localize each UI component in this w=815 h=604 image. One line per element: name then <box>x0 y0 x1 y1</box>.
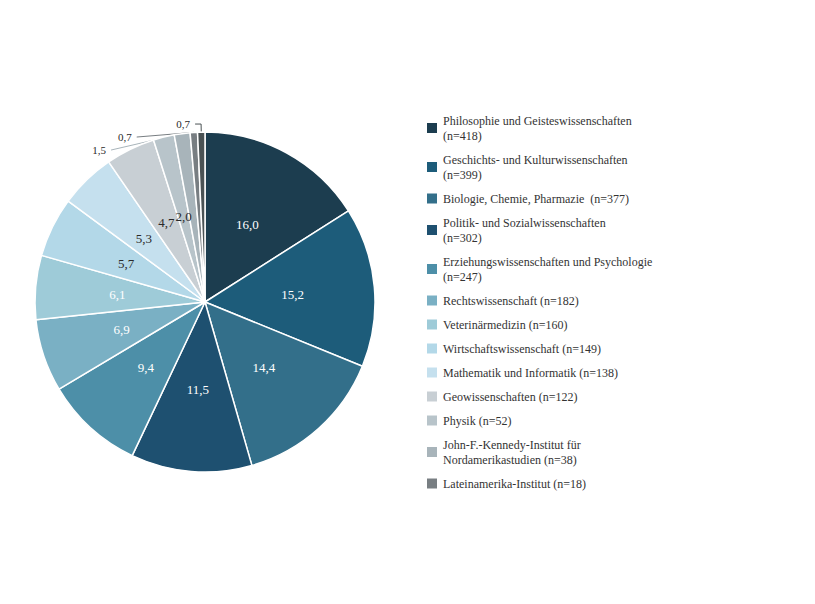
svg-text:11,5: 11,5 <box>187 382 209 397</box>
svg-text:Nordamerikastudien (n=38): Nordamerikastudien (n=38) <box>443 453 577 467</box>
svg-text:14,4: 14,4 <box>252 360 275 375</box>
svg-text:Biologie, Chemie, Pharmazie (: Biologie, Chemie, Pharmazie (n=377) <box>443 192 629 206</box>
svg-text:Geowissenschaften (n=122): Geowissenschaften (n=122) <box>443 390 577 404</box>
svg-text:(n=302): (n=302) <box>443 231 482 245</box>
svg-text:0,7: 0,7 <box>176 118 190 130</box>
svg-text:John-F.-Kennedy-Institut für: John-F.-Kennedy-Institut für <box>443 438 581 452</box>
svg-text:Veterinärmedizin (n=160): Veterinärmedizin (n=160) <box>443 318 567 332</box>
svg-text:Lateinamerika-Institut (n=18): Lateinamerika-Institut (n=18) <box>443 477 586 491</box>
svg-text:Philosophie und Geisteswissens: Philosophie und Geisteswissenschaften <box>443 114 632 128</box>
svg-text:9,4: 9,4 <box>138 360 155 375</box>
svg-text:2,0: 2,0 <box>176 209 192 224</box>
svg-text:(n=418): (n=418) <box>443 129 482 143</box>
svg-text:(n=399): (n=399) <box>443 168 482 182</box>
svg-text:16,0: 16,0 <box>236 217 259 232</box>
svg-text:Physik (n=52): Physik (n=52) <box>443 414 511 428</box>
svg-text:Rechtswissenschaft (n=182): Rechtswissenschaft (n=182) <box>443 294 579 308</box>
svg-text:4,7: 4,7 <box>158 215 175 230</box>
svg-text:Wirtschaftswissenschaft (n=149: Wirtschaftswissenschaft (n=149) <box>443 342 601 356</box>
svg-text:6,1: 6,1 <box>109 287 125 302</box>
svg-text:Mathematik und Informatik (n=1: Mathematik und Informatik (n=138) <box>443 366 618 380</box>
svg-text:0,7: 0,7 <box>118 131 132 143</box>
svg-text:6,9: 6,9 <box>113 322 129 337</box>
svg-text:15,2: 15,2 <box>281 287 304 302</box>
svg-text:1,5: 1,5 <box>92 144 106 156</box>
svg-text:Geschichts- und Kulturwissensc: Geschichts- und Kulturwissenschaften <box>443 153 628 167</box>
svg-text:5,3: 5,3 <box>136 231 152 246</box>
svg-text:5,7: 5,7 <box>118 256 135 271</box>
svg-text:(n=247): (n=247) <box>443 270 482 284</box>
svg-text:Politik- und Sozialwissenschaf: Politik- und Sozialwissenschaften <box>443 216 606 230</box>
svg-text:Erziehungswissenschaften und P: Erziehungswissenschaften und Psychologie <box>443 255 652 269</box>
